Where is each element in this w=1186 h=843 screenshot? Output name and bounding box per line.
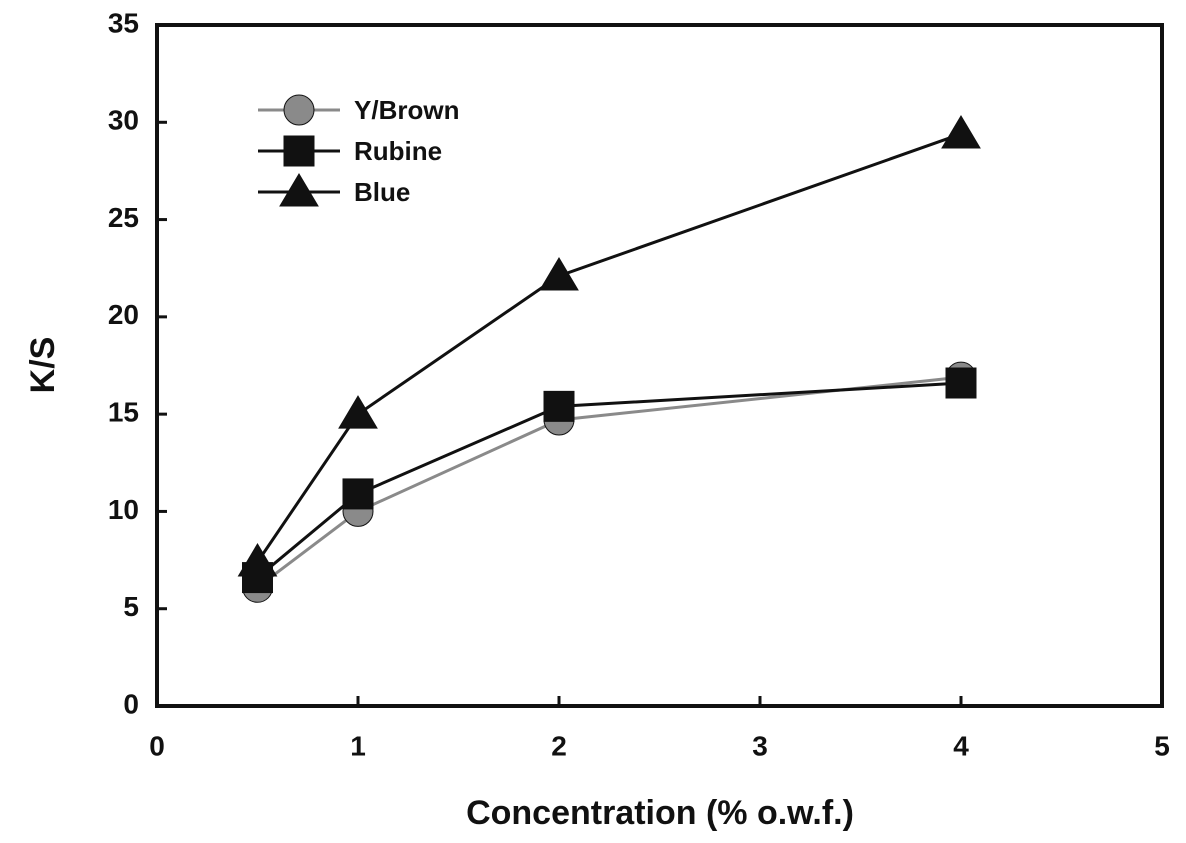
y-tick-label: 20 — [108, 299, 139, 330]
y-tick-label: 30 — [108, 105, 139, 136]
x-tick-label: 2 — [551, 730, 567, 761]
legend-marker — [283, 94, 315, 126]
x-tick-label: 0 — [149, 730, 165, 761]
series-line — [256, 132, 962, 563]
x-tick-label: 1 — [350, 730, 366, 761]
marker — [342, 478, 374, 510]
marker — [338, 395, 378, 429]
x-tick-label: 4 — [953, 730, 969, 761]
legend-text: Y/Brown — [354, 95, 459, 125]
legend-text: Rubine — [354, 136, 442, 166]
series-line — [256, 375, 962, 589]
series-line — [256, 381, 962, 579]
plot-frame — [155, 23, 1164, 708]
x-tick-label: 3 — [752, 730, 768, 761]
legend-marker — [283, 135, 315, 167]
legend-marker — [279, 173, 319, 207]
marker — [945, 367, 977, 399]
x-tick-label: 5 — [1154, 730, 1170, 761]
legend-text: Blue — [354, 177, 410, 207]
marker — [543, 390, 575, 422]
x-axis-title: Concentration (% o.w.f.) — [466, 794, 854, 832]
y-tick-label: 10 — [108, 494, 139, 525]
marker — [539, 257, 579, 291]
marker — [941, 114, 981, 149]
y-axis-title: K/S — [24, 337, 62, 394]
marker — [237, 543, 278, 577]
y-tick-label: 35 — [108, 7, 139, 38]
y-tick-label: 25 — [108, 202, 139, 233]
y-tick-label: 15 — [108, 397, 139, 428]
y-tick-label: 0 — [123, 688, 139, 719]
y-tick-label: 5 — [123, 591, 139, 622]
